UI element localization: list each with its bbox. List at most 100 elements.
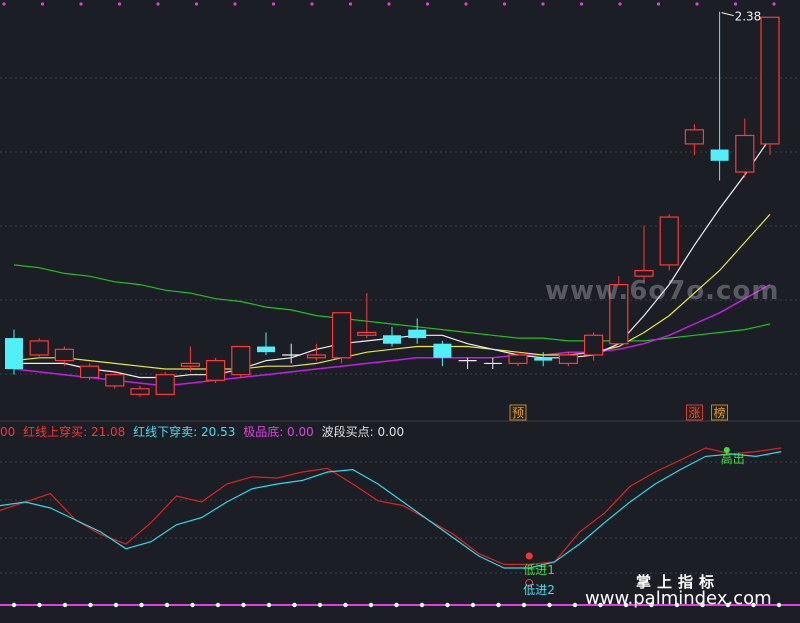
- candle-23: [583, 332, 604, 361]
- candle-3: [79, 363, 100, 381]
- top-border-dot: [271, 2, 276, 6]
- bottom-axis-dot: [88, 602, 93, 608]
- candle-body: [735, 134, 755, 173]
- buy-ring: [525, 579, 534, 587]
- bottom-axis-dot: [419, 602, 425, 608]
- candle-body: [710, 149, 729, 161]
- candle-29: [735, 118, 755, 178]
- sell-dot: [723, 447, 730, 453]
- bottom-axis-dot: [343, 602, 348, 608]
- top-border-dot: [194, 2, 199, 6]
- marker-label-1: 涨: [688, 405, 700, 420]
- candle-28: [710, 11, 729, 181]
- candle-body: [130, 388, 150, 395]
- candle-body: [180, 362, 200, 367]
- top-border-dot: [618, 2, 622, 6]
- legend-item-3: 极品底: 0.00: [243, 425, 314, 439]
- candle-7: [180, 346, 200, 372]
- bottom-axis-dot: [394, 602, 399, 608]
- candle-25: [634, 225, 654, 282]
- top-border-dot: [579, 2, 584, 6]
- signal-label-2: 高出: [721, 451, 745, 466]
- bottom-axis-dot: [598, 602, 603, 608]
- bottom-axis-dot: [623, 602, 629, 608]
- indicator-legend: 00 红线上穿买: 21.08 红线下穿卖: 20.53 极品底: 0.00 波…: [0, 424, 408, 440]
- bottom-axis-dot: [470, 602, 476, 608]
- candle-body: [383, 335, 401, 344]
- bottom-axis-dot: [776, 602, 782, 608]
- bottom-axis-dot: [496, 602, 501, 608]
- candle-11: [282, 343, 301, 364]
- price-panel: 2.38 预 涨榜: [5, 10, 780, 421]
- candle-2: [54, 346, 75, 367]
- top-border-dot: [656, 2, 661, 6]
- osc-red-line: [0, 447, 782, 566]
- bottom-axis-dot: [445, 602, 450, 608]
- candle-body: [105, 374, 125, 387]
- peak-label: 2.38: [735, 10, 762, 24]
- bottom-axis-dot: [572, 602, 578, 608]
- candle-27: [684, 124, 705, 156]
- candle-12: [306, 343, 326, 361]
- bottom-axis-dot: [292, 602, 297, 608]
- candle-body: [634, 269, 654, 277]
- marker-box-0: [509, 404, 527, 421]
- top-border-dot: [733, 2, 738, 6]
- candle-17: [433, 340, 452, 367]
- bottom-axis-dot: [190, 602, 195, 608]
- ma-green-line: [13, 264, 771, 342]
- top-border-dot: [233, 2, 237, 6]
- candle-body: [684, 129, 705, 145]
- peak-arrow: [721, 12, 734, 17]
- candle-4: [105, 371, 125, 389]
- bottom-axis-dot: [368, 602, 374, 608]
- signal-label-0: 低进1: [523, 563, 555, 577]
- candle-body: [206, 360, 226, 381]
- bottom-axis-dot: [11, 602, 17, 608]
- legend-item-4: 波段买点: 0.00: [321, 425, 405, 439]
- bottom-axis-dot: [521, 602, 527, 608]
- bottom-axis-dot: [266, 602, 272, 608]
- top-border-dot: [541, 2, 545, 6]
- candle-body: [760, 16, 780, 145]
- candle-body: [5, 338, 23, 370]
- candle-13: [332, 312, 352, 364]
- candle-22: [558, 352, 579, 367]
- top-border-dot: [772, 2, 776, 6]
- marker-box-1: [686, 404, 703, 421]
- candle-body: [534, 357, 553, 361]
- candle-10: [257, 332, 275, 355]
- candle-body: [79, 365, 100, 379]
- candle-body: [29, 340, 49, 356]
- bottom-axis-dot: [37, 602, 42, 608]
- bottom-axis-dot: [113, 602, 119, 608]
- chart-grid: [0, 2, 800, 608]
- top-border-dot: [156, 2, 160, 6]
- bottom-axis-dot: [751, 602, 756, 608]
- bottom-axis-dot: [674, 602, 680, 608]
- candle-body: [609, 284, 629, 345]
- top-border-dot: [464, 2, 468, 6]
- bottom-axis-dot: [700, 602, 705, 608]
- bottom-axis-dot: [215, 602, 221, 608]
- osc-cyan-line: [0, 451, 782, 569]
- candle-26: [659, 214, 679, 271]
- candle-body: [54, 348, 75, 362]
- bottom-axis-dot: [139, 602, 144, 608]
- candle-body: [433, 343, 452, 358]
- candle-1: [29, 338, 49, 358]
- candle-20: [508, 352, 528, 367]
- bottom-axis-dot: [649, 602, 654, 608]
- candle-body: [659, 216, 679, 266]
- candle-body: [357, 331, 377, 336]
- candle-body: [257, 346, 275, 353]
- marker-label-2: 榜: [714, 405, 726, 420]
- watermark-logo-1: www.6o7o.com: [545, 276, 780, 306]
- marker-box-2: [711, 404, 728, 421]
- bottom-axis-dot: [241, 602, 246, 608]
- candle-5: [130, 385, 150, 398]
- top-border-dot: [79, 2, 83, 6]
- candle-16: [408, 318, 427, 344]
- candle-30: [760, 16, 780, 156]
- legend-item-2: 红线下穿卖: 20.53: [133, 425, 236, 439]
